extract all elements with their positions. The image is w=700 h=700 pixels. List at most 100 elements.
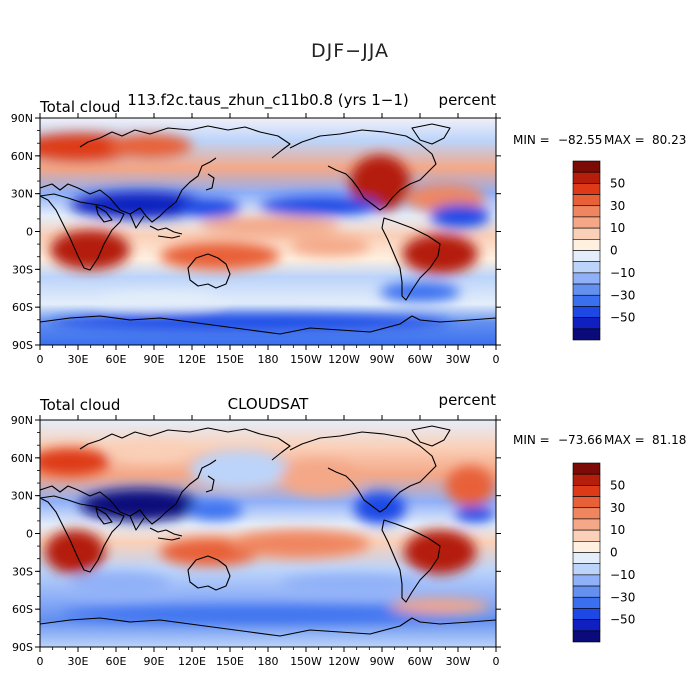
colorbar-swatch (572, 261, 601, 274)
colorbar-swatch (572, 518, 601, 531)
top-min-label: MIN = (513, 133, 550, 147)
colorbar-swatch (572, 496, 601, 509)
colorbar-label: −10 (610, 568, 635, 582)
lat-tick-label: 0 (26, 226, 33, 239)
colorbar-swatch (572, 552, 601, 564)
lat-tick-label: 90N (11, 414, 33, 427)
lat-tick-label: 30N (11, 490, 33, 503)
colorbar-swatch (572, 194, 601, 207)
lat-tick-label: 60S (12, 301, 33, 314)
colorbar-swatch (572, 596, 601, 609)
lon-tick-label: 90W (370, 655, 395, 668)
colorbar-swatch (572, 608, 601, 620)
page-title: DJF−JJA (311, 40, 389, 62)
top-max-label: MAX = (604, 133, 645, 147)
lat-tick-label: 0 (26, 528, 33, 541)
field-blobs-top (40, 133, 490, 330)
colorbar-swatch (572, 317, 601, 330)
lat-tick-label: 90S (12, 339, 33, 352)
top-center-title: 113.f2c.taus_zhun_c11b0.8 (yrs 1−1) (127, 91, 409, 110)
colorbar-swatch (572, 485, 601, 497)
top-max-value: 80.23 (652, 133, 686, 147)
colorbar-label: 50 (610, 176, 625, 190)
colorbar-swatch (572, 306, 601, 318)
colorbar-swatch (572, 574, 601, 587)
colorbar-swatch (572, 328, 601, 341)
top-left-title: Total cloud (39, 98, 120, 116)
lon-tick-label: 120E (178, 655, 206, 668)
bottom-max-value: 81.18 (652, 433, 686, 447)
colorbar-label: 30 (610, 199, 625, 213)
lon-tick-label: 60W (408, 353, 433, 366)
bottom-left-title: Total cloud (39, 396, 120, 414)
map-panel-bottom: Total cloud CLOUDSAT percent 90N 60N 30N 0 3… (11, 391, 687, 668)
colorbar-label: 0 (610, 546, 618, 560)
lon-tick-label: 0 (37, 655, 44, 668)
colorbar-label: 50 (610, 478, 625, 492)
lon-tick-label: 180 (258, 353, 279, 366)
colorbar-swatch (572, 205, 601, 218)
lon-tick-label: 150E (216, 353, 244, 366)
colorbar-label: −50 (610, 613, 635, 627)
colorbar-swatch (572, 541, 601, 553)
colorbar-swatch (572, 619, 601, 632)
bottom-min-value: −73.66 (558, 433, 602, 447)
top-colorbar: 50 30 10 0 −10 −30 −50 (572, 160, 635, 341)
lon-tick-label: 30E (68, 353, 89, 366)
colorbar-swatch (572, 507, 601, 520)
lat-tick-label: 60S (12, 603, 33, 616)
bottom-lat-ticks: 90N 60N 30N 0 30S 60S 90S (11, 414, 501, 654)
lat-tick-label: 60N (11, 150, 33, 163)
colorbar-label: −30 (610, 590, 635, 604)
colorbar-swatch (572, 160, 601, 173)
bottom-min-label: MIN = (513, 433, 550, 447)
lon-tick-label: 150W (290, 655, 322, 668)
lon-tick-label: 90W (370, 353, 395, 366)
colorbar-swatch (572, 272, 601, 285)
colorbar-label: 10 (610, 221, 625, 235)
top-lat-ticks: 90N 60N 30N 0 30S 60S 90S (11, 112, 501, 352)
lon-tick-label: 120W (328, 655, 360, 668)
colorbar-swatch (572, 227, 601, 240)
colorbar-swatch (572, 585, 601, 598)
colorbar-label: −30 (610, 288, 635, 302)
top-lon-ticks: 0 30E 60E 90E 120E 150E 180 150W 120W 90W 60W 30W 0 (37, 113, 500, 366)
lon-tick-label: 30E (68, 655, 89, 668)
lon-tick-label: 120W (328, 353, 360, 366)
lon-tick-label: 150E (216, 655, 244, 668)
bottom-right-title: percent (439, 391, 497, 409)
lon-tick-label: 30W (446, 353, 471, 366)
colorbar-swatch (572, 529, 601, 542)
lon-tick-label: 30W (446, 655, 471, 668)
lat-tick-label: 90N (11, 112, 33, 125)
lon-tick-label: 0 (493, 353, 500, 366)
colorbar-swatch (572, 183, 601, 195)
lon-tick-label: 60E (106, 655, 127, 668)
field-blobs-bottom (40, 442, 495, 622)
top-right-title: percent (439, 91, 497, 109)
colorbar-swatch (572, 283, 601, 296)
lat-tick-label: 90S (12, 641, 33, 654)
lat-tick-label: 30S (12, 565, 33, 578)
bottom-lon-ticks: 0 30E 60E 90E 120E 150E 180 150W 120W 90W 60W 30W 0 (37, 415, 500, 668)
lon-tick-label: 150W (290, 353, 322, 366)
colorbar-label: 30 (610, 501, 625, 515)
colorbar-swatch (572, 563, 601, 576)
colorbar-label: −10 (610, 266, 635, 280)
colorbar-label: 0 (610, 244, 618, 258)
colorbar-swatch (572, 294, 601, 307)
lon-tick-label: 0 (493, 655, 500, 668)
bottom-colorbar: 50 30 10 0 −10 −30 −50 (572, 462, 635, 643)
colorbar-label: −50 (610, 311, 635, 325)
bottom-center-title: CLOUDSAT (228, 395, 310, 413)
lon-tick-label: 60W (408, 655, 433, 668)
lon-tick-label: 90E (144, 353, 165, 366)
bottom-max-label: MAX = (604, 433, 645, 447)
colorbar-swatch (572, 171, 601, 184)
lon-tick-label: 90E (144, 655, 165, 668)
colorbar-swatch (572, 216, 601, 229)
top-min-value: −82.55 (558, 133, 602, 147)
lon-tick-label: 60E (106, 353, 127, 366)
lat-tick-label: 60N (11, 452, 33, 465)
